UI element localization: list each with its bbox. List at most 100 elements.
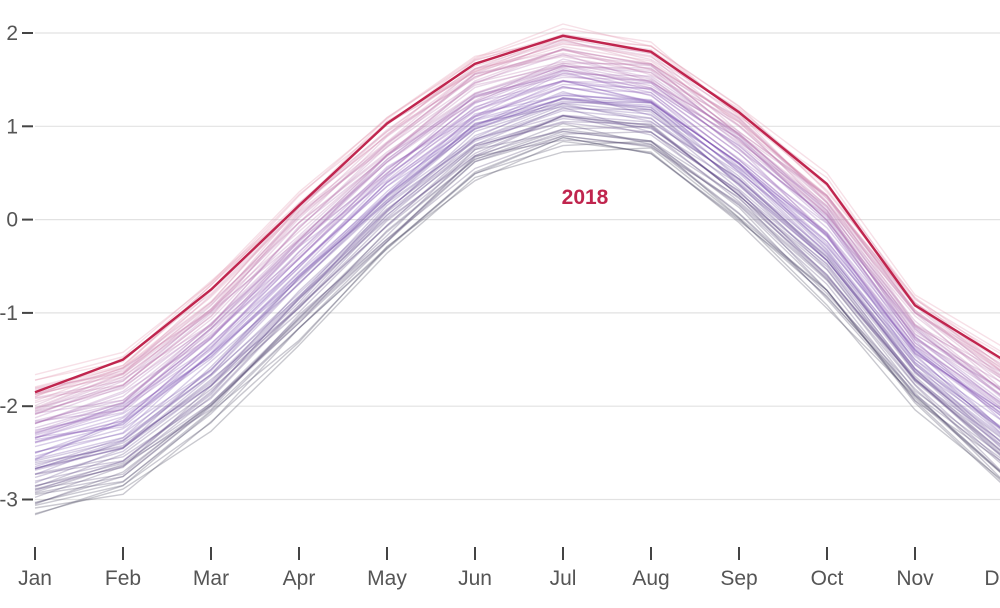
background-series-line bbox=[34, 48, 1000, 411]
background-series-line bbox=[34, 68, 1000, 440]
background-series-line bbox=[34, 97, 1000, 462]
highlight-label-2018: 2018 bbox=[562, 186, 609, 209]
x-tick-label: Jun bbox=[458, 567, 492, 590]
background-series-line bbox=[34, 62, 1000, 409]
background-series-line bbox=[34, 102, 1000, 470]
background-series-line bbox=[34, 90, 1000, 454]
background-series-line bbox=[34, 121, 1000, 476]
background-series-line bbox=[34, 108, 1000, 464]
background-series-line bbox=[34, 70, 1000, 431]
x-tick-label: Aug bbox=[632, 567, 669, 590]
y-tick-label: 0 bbox=[6, 209, 18, 232]
background-series-line bbox=[34, 122, 1000, 499]
background-series-line bbox=[34, 79, 1000, 443]
gridlines bbox=[35, 32, 1000, 501]
background-series-line bbox=[34, 105, 1000, 470]
x-tick-label: Jul bbox=[550, 567, 577, 590]
background-series-line bbox=[34, 64, 1000, 412]
background-series-line bbox=[34, 87, 1000, 444]
background-series-line bbox=[34, 114, 1000, 487]
background-series-line bbox=[34, 67, 1000, 425]
background-series-line bbox=[34, 114, 1000, 484]
background-series-line bbox=[34, 130, 1000, 494]
y-tick-label: 2 bbox=[6, 22, 18, 45]
background-series-line bbox=[34, 83, 1000, 439]
background-series-line bbox=[34, 97, 1000, 457]
background-series-line bbox=[34, 115, 1000, 488]
background-series-line bbox=[34, 140, 1000, 509]
x-axis: Jan Feb Mar Apr May Jun Jul Aug Sep Oct Nov Dec bbox=[18, 547, 1000, 590]
x-tick-label: Jan bbox=[18, 567, 52, 590]
background-series-line bbox=[34, 85, 1000, 443]
background-series-line bbox=[34, 48, 1000, 415]
background-series-line bbox=[34, 73, 1000, 424]
background-series-line bbox=[34, 38, 1000, 396]
highlight-series bbox=[34, 34, 1000, 394]
y-tick-label: -2 bbox=[0, 395, 18, 418]
background-series-line bbox=[34, 23, 1000, 376]
background-series-lines bbox=[34, 23, 1000, 516]
background-series-line bbox=[34, 120, 1000, 475]
background-series-line bbox=[34, 135, 1000, 493]
background-series-line bbox=[34, 69, 1000, 424]
background-series-line bbox=[34, 53, 1000, 419]
x-tick-label: Mar bbox=[193, 567, 229, 590]
background-series-line bbox=[34, 114, 1000, 492]
background-series-line bbox=[34, 130, 1000, 487]
background-series-line bbox=[34, 39, 1000, 404]
background-series-line bbox=[34, 55, 1000, 400]
background-series-line bbox=[34, 65, 1000, 422]
background-series-line bbox=[34, 76, 1000, 429]
background-series-line bbox=[34, 60, 1000, 413]
background-series-line bbox=[34, 66, 1000, 414]
background-series-line bbox=[34, 101, 1000, 453]
background-series-line bbox=[34, 106, 1000, 482]
background-series-line bbox=[34, 136, 1000, 516]
background-series-line bbox=[34, 72, 1000, 434]
x-tick-label: Feb bbox=[105, 567, 141, 590]
background-series-line bbox=[34, 58, 1000, 425]
background-series-line bbox=[34, 131, 1000, 490]
background-series-line bbox=[34, 136, 1000, 504]
x-tick-label: Oct bbox=[811, 567, 844, 590]
background-series-line bbox=[34, 94, 1000, 461]
background-series-line bbox=[34, 103, 1000, 469]
background-series-line bbox=[34, 97, 1000, 460]
y-axis: 2 1 0 -1 -2 -3 bbox=[0, 22, 33, 512]
x-tick-label: Apr bbox=[283, 567, 316, 590]
background-series-line bbox=[34, 114, 1000, 466]
background-series-line bbox=[34, 85, 1000, 448]
y-tick-label: 1 bbox=[6, 115, 18, 138]
background-series-line bbox=[34, 109, 1000, 476]
background-series-line bbox=[34, 92, 1000, 441]
background-series-line bbox=[34, 100, 1000, 471]
y-tick-label: -3 bbox=[0, 489, 18, 512]
background-series-line bbox=[34, 74, 1000, 434]
background-series-line bbox=[34, 36, 1000, 398]
background-series-line bbox=[34, 69, 1000, 423]
background-series-line bbox=[34, 49, 1000, 409]
background-series-line bbox=[34, 104, 1000, 479]
x-tick-label: Nov bbox=[896, 567, 934, 590]
background-series-line bbox=[34, 117, 1000, 470]
background-series-line bbox=[34, 79, 1000, 438]
highlight-series-line bbox=[34, 34, 1000, 394]
background-series-line bbox=[34, 45, 1000, 402]
y-tick-label: -1 bbox=[0, 302, 18, 325]
background-series-line bbox=[34, 41, 1000, 407]
x-tick-label: May bbox=[367, 567, 407, 590]
background-series-line bbox=[34, 80, 1000, 435]
background-series-line bbox=[34, 98, 1000, 460]
background-series-line bbox=[34, 135, 1000, 496]
background-series-line bbox=[34, 64, 1000, 415]
background-series-line bbox=[34, 80, 1000, 439]
x-tick-label: Sep bbox=[720, 567, 757, 590]
background-series-line bbox=[34, 125, 1000, 490]
background-series-line bbox=[34, 54, 1000, 399]
background-series-line bbox=[34, 48, 1000, 410]
background-series-line bbox=[34, 62, 1000, 416]
background-series-line bbox=[34, 140, 1000, 507]
background-series-line bbox=[34, 80, 1000, 436]
